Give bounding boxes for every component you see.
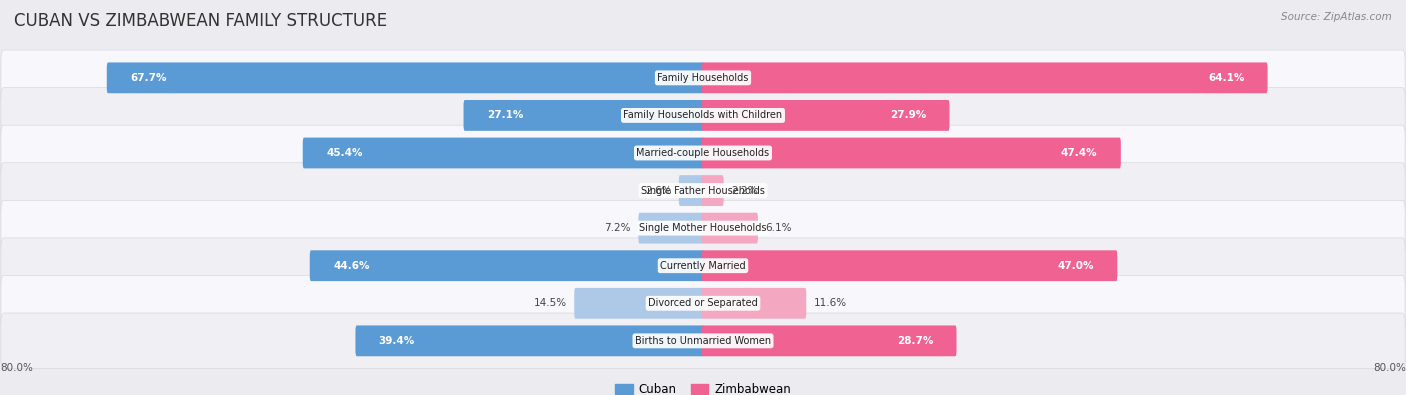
FancyBboxPatch shape — [702, 325, 956, 356]
FancyBboxPatch shape — [638, 213, 704, 244]
Text: 45.4%: 45.4% — [326, 148, 363, 158]
Text: 2.6%: 2.6% — [645, 186, 672, 196]
Text: 27.9%: 27.9% — [890, 111, 927, 120]
FancyBboxPatch shape — [1, 163, 1405, 218]
FancyBboxPatch shape — [702, 62, 1268, 93]
FancyBboxPatch shape — [702, 100, 949, 131]
FancyBboxPatch shape — [679, 175, 704, 206]
Text: 44.6%: 44.6% — [333, 261, 370, 271]
Text: 47.0%: 47.0% — [1057, 261, 1094, 271]
Text: Family Households with Children: Family Households with Children — [623, 111, 783, 120]
Text: 27.1%: 27.1% — [486, 111, 523, 120]
FancyBboxPatch shape — [702, 175, 724, 206]
FancyBboxPatch shape — [1, 88, 1405, 143]
Text: 47.4%: 47.4% — [1062, 148, 1098, 158]
FancyBboxPatch shape — [1, 275, 1405, 331]
FancyBboxPatch shape — [1, 200, 1405, 256]
Text: 80.0%: 80.0% — [1374, 363, 1406, 372]
Text: 14.5%: 14.5% — [534, 298, 567, 308]
FancyBboxPatch shape — [702, 137, 1121, 168]
Text: 11.6%: 11.6% — [814, 298, 846, 308]
FancyBboxPatch shape — [356, 325, 704, 356]
FancyBboxPatch shape — [1, 238, 1405, 293]
FancyBboxPatch shape — [1, 125, 1405, 181]
Text: 67.7%: 67.7% — [129, 73, 166, 83]
FancyBboxPatch shape — [1, 50, 1405, 105]
FancyBboxPatch shape — [302, 137, 704, 168]
Text: Births to Unmarried Women: Births to Unmarried Women — [636, 336, 770, 346]
Text: 80.0%: 80.0% — [0, 363, 32, 372]
Text: 2.2%: 2.2% — [731, 186, 758, 196]
Text: 64.1%: 64.1% — [1208, 73, 1244, 83]
FancyBboxPatch shape — [464, 100, 704, 131]
Text: 39.4%: 39.4% — [378, 336, 415, 346]
FancyBboxPatch shape — [1, 313, 1405, 369]
Text: Single Mother Households: Single Mother Households — [640, 223, 766, 233]
Text: Currently Married: Currently Married — [661, 261, 745, 271]
FancyBboxPatch shape — [107, 62, 704, 93]
FancyBboxPatch shape — [702, 288, 806, 319]
Text: CUBAN VS ZIMBABWEAN FAMILY STRUCTURE: CUBAN VS ZIMBABWEAN FAMILY STRUCTURE — [14, 12, 387, 30]
FancyBboxPatch shape — [702, 250, 1118, 281]
Text: 6.1%: 6.1% — [765, 223, 792, 233]
Text: 7.2%: 7.2% — [605, 223, 631, 233]
FancyBboxPatch shape — [702, 213, 758, 244]
FancyBboxPatch shape — [309, 250, 704, 281]
Legend: Cuban, Zimbabwean: Cuban, Zimbabwean — [610, 378, 796, 395]
FancyBboxPatch shape — [574, 288, 704, 319]
Text: Family Households: Family Households — [658, 73, 748, 83]
Text: Married-couple Households: Married-couple Households — [637, 148, 769, 158]
Text: 28.7%: 28.7% — [897, 336, 934, 346]
Text: Divorced or Separated: Divorced or Separated — [648, 298, 758, 308]
Text: Source: ZipAtlas.com: Source: ZipAtlas.com — [1281, 12, 1392, 22]
Text: Single Father Households: Single Father Households — [641, 186, 765, 196]
